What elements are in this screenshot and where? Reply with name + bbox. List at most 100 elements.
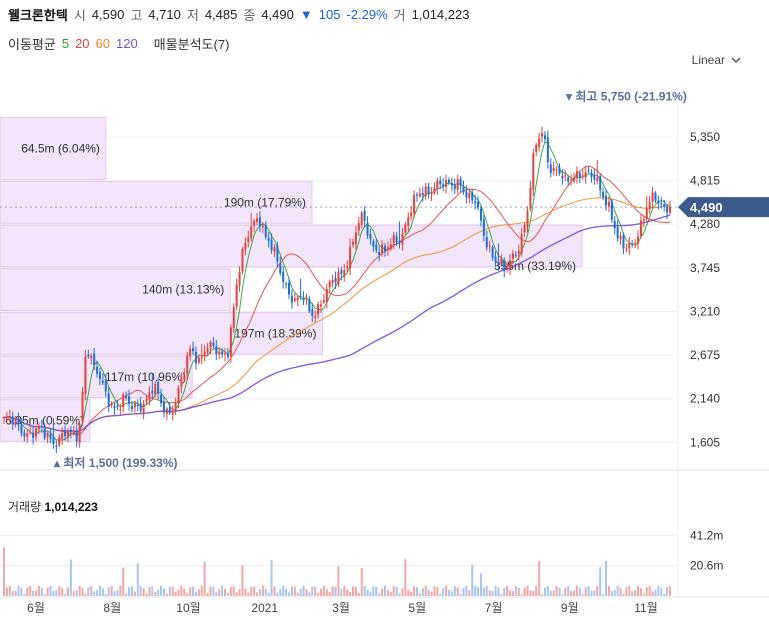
volume-bar (113, 591, 116, 596)
candle-body (610, 200, 613, 220)
volume-bar (2, 547, 6, 596)
candle-body (596, 177, 599, 181)
candle-body (482, 219, 485, 236)
ma120-legend[interactable]: 120 (116, 36, 138, 51)
volume-bar (587, 585, 590, 596)
volume-bar (177, 589, 180, 596)
candle-body (477, 202, 480, 208)
volume-bar (325, 589, 328, 596)
volume-bar (75, 590, 78, 596)
volume-bar (430, 591, 433, 596)
volume-bar (346, 589, 349, 596)
volume-bar (200, 585, 203, 596)
volume-bar (282, 585, 285, 596)
candle-body (200, 356, 203, 359)
volume-bar (287, 592, 291, 596)
x-tick-label: 7월 (485, 601, 503, 615)
low-value: 4,485 (204, 6, 238, 22)
volume-bar (500, 594, 503, 596)
volume-profile-bar (0, 311, 323, 355)
candle-body (346, 266, 349, 269)
x-tick-label: 3월 (332, 601, 350, 615)
ma60-legend[interactable]: 60 (95, 36, 111, 51)
y-tick-label: 5,350 (690, 130, 720, 144)
candle-body (241, 249, 244, 272)
volume-bar (221, 585, 224, 596)
volume-profile-label: 117m (10.96%) (105, 370, 186, 384)
candle-body (555, 169, 558, 171)
candle-body (23, 432, 26, 437)
volume-bar (468, 590, 471, 596)
candle-body (447, 179, 450, 183)
x-tick-label: 8월 (103, 601, 121, 615)
volume-bar (93, 591, 96, 596)
candle-body (590, 172, 593, 177)
candle-body (305, 297, 308, 299)
volume-bar (128, 587, 131, 596)
volume-bar (654, 589, 657, 596)
candle-body (436, 180, 439, 189)
candle-body (459, 178, 462, 186)
volume-bar (372, 586, 375, 596)
candle-body (523, 224, 526, 233)
volume-bar (668, 586, 672, 596)
candle-body (613, 220, 616, 229)
volume-bar (607, 586, 610, 596)
candle-body (151, 390, 154, 394)
volume-bar (392, 586, 395, 596)
chevron-down-icon (731, 57, 741, 63)
candle-body (55, 445, 58, 447)
candle-body (334, 277, 337, 283)
volume-bar (206, 593, 209, 596)
candle-body (276, 245, 279, 262)
volume-bar (61, 587, 64, 596)
volume-bar (555, 585, 558, 596)
candle-body (69, 429, 72, 433)
close-label: 종 (243, 7, 256, 23)
volume-bar (575, 585, 578, 596)
volume-profile-label: 197m (18.39%) (234, 326, 316, 340)
candle-body (663, 204, 666, 207)
candle-body (668, 207, 672, 213)
ma20-legend[interactable]: 20 (75, 36, 90, 51)
volume-bar (497, 587, 500, 596)
candle-body (40, 426, 43, 428)
candle-body (61, 433, 64, 439)
candle-body (119, 409, 122, 411)
candle-body (17, 418, 20, 425)
volume-bar (450, 591, 453, 596)
candle-body (372, 240, 375, 247)
volume-profile-legend[interactable]: 매물분석도(7) (153, 37, 230, 52)
candle-body (488, 245, 491, 247)
candle-body (526, 211, 529, 227)
candle-body (130, 405, 133, 410)
volume-bar (599, 567, 602, 596)
candle-body (369, 233, 372, 240)
volume-bar (52, 591, 55, 596)
volume-bar (20, 587, 23, 596)
scale-dropdown[interactable]: Linear (692, 53, 741, 67)
ma-label[interactable]: 이동평균 (8, 37, 56, 52)
candle-body (139, 403, 142, 411)
volume-bar (529, 590, 532, 596)
stock-name: 웰크론한텍 (8, 7, 68, 23)
volume-bar (279, 588, 282, 596)
volume-bar (523, 587, 526, 596)
volume-bar (244, 588, 247, 596)
y-tick-label: 3,745 (690, 261, 720, 275)
candle-body (546, 137, 549, 163)
volume-bar (81, 587, 84, 596)
volume-bar (488, 590, 491, 596)
volume-bar (541, 594, 544, 596)
volume-bar (363, 585, 366, 596)
high-label: 고 (130, 7, 143, 23)
volume-bar (459, 593, 462, 596)
volume-bar (241, 565, 244, 596)
ma5-legend[interactable]: 5 (61, 36, 70, 51)
candle-body (256, 218, 259, 222)
volume-bar (154, 591, 157, 596)
volume-bar (49, 585, 52, 596)
x-tick-label: 5월 (408, 601, 426, 615)
candle-body (325, 289, 328, 303)
